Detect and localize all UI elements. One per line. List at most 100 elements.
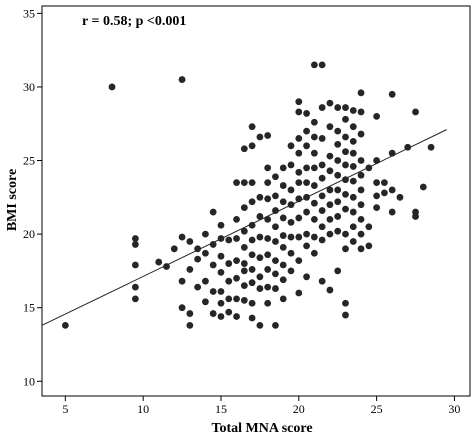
- data-point: [233, 179, 240, 187]
- data-point: [248, 179, 256, 187]
- data-point: [272, 223, 279, 231]
- data-point: [264, 195, 272, 203]
- data-point: [373, 157, 381, 164]
- data-point: [357, 230, 365, 238]
- data-point: [287, 161, 295, 169]
- data-point: [178, 233, 186, 241]
- data-point: [310, 249, 318, 257]
- data-point: [357, 171, 365, 179]
- y-tick-label: 35: [23, 6, 35, 20]
- data-point: [373, 192, 381, 200]
- data-point: [334, 198, 342, 206]
- x-tick-label: 25: [371, 402, 383, 416]
- data-point: [240, 296, 248, 304]
- data-point: [310, 61, 318, 69]
- y-tick-label: 20: [23, 227, 35, 241]
- data-point: [342, 299, 349, 307]
- data-point: [295, 214, 303, 222]
- data-point: [264, 299, 272, 307]
- data-point: [248, 123, 256, 131]
- data-point: [342, 230, 349, 238]
- data-point: [225, 236, 233, 244]
- data-point: [303, 127, 310, 135]
- data-point: [233, 274, 240, 282]
- data-point: [295, 233, 303, 241]
- data-point: [388, 149, 396, 157]
- data-point: [279, 214, 287, 222]
- data-point: [272, 270, 279, 278]
- data-point: [131, 295, 139, 303]
- data-point: [233, 235, 240, 242]
- data-point: [131, 283, 139, 291]
- data-point: [349, 163, 357, 170]
- data-point: [388, 208, 396, 216]
- data-point: [334, 140, 342, 148]
- x-tick-label: 15: [215, 402, 227, 416]
- data-point: [334, 213, 342, 220]
- data-point: [240, 145, 248, 153]
- data-point: [295, 135, 303, 142]
- data-point: [342, 205, 349, 213]
- data-point: [233, 257, 240, 265]
- data-point: [61, 321, 69, 329]
- data-point: [264, 132, 272, 139]
- data-point: [318, 161, 326, 169]
- data-point: [272, 257, 279, 265]
- data-point: [318, 192, 326, 200]
- y-axis-label: BMI score: [5, 169, 20, 231]
- data-point: [412, 108, 419, 116]
- data-point: [310, 182, 318, 189]
- data-point: [209, 208, 217, 216]
- data-point: [373, 204, 381, 212]
- data-point: [295, 108, 303, 116]
- data-point: [272, 321, 279, 329]
- data-point: [334, 186, 342, 194]
- data-point: [248, 221, 256, 229]
- data-point: [240, 260, 248, 267]
- data-point: [225, 277, 233, 285]
- data-point: [310, 215, 318, 223]
- data-point: [326, 186, 334, 194]
- data-point: [303, 164, 310, 172]
- data-point: [256, 254, 264, 262]
- data-point: [279, 198, 287, 206]
- data-point: [357, 245, 365, 253]
- data-point: [326, 286, 334, 294]
- data-point: [310, 149, 318, 157]
- data-point: [240, 267, 248, 275]
- data-point: [303, 142, 310, 150]
- data-point: [240, 204, 248, 212]
- data-point: [217, 313, 225, 320]
- data-point: [217, 252, 225, 260]
- x-axis: 5 10 15 20 25 30: [62, 396, 460, 416]
- data-point: [287, 201, 295, 209]
- data-point: [326, 201, 334, 209]
- data-point: [342, 190, 349, 198]
- data-point: [342, 245, 349, 253]
- data-point: [217, 299, 225, 307]
- data-point: [178, 76, 186, 83]
- data-point: [155, 258, 163, 266]
- data-point: [318, 277, 326, 285]
- data-point: [342, 115, 349, 123]
- data-point: [248, 236, 256, 244]
- regression-line: [41, 129, 447, 326]
- data-point: [233, 313, 240, 320]
- data-point: [381, 189, 388, 197]
- data-point: [256, 273, 264, 281]
- data-point: [248, 198, 256, 206]
- data-point: [295, 257, 303, 265]
- data-point: [357, 108, 365, 116]
- data-point: [209, 261, 217, 269]
- data-point: [334, 267, 342, 275]
- data-point: [209, 288, 217, 295]
- y-tick-label: 30: [23, 80, 35, 94]
- data-point: [279, 276, 287, 284]
- data-point: [248, 266, 256, 273]
- data-point: [349, 208, 357, 216]
- data-point: [287, 186, 295, 194]
- data-point: [404, 143, 412, 151]
- data-point: [248, 299, 256, 307]
- data-point: [381, 179, 388, 187]
- data-point: [108, 83, 116, 91]
